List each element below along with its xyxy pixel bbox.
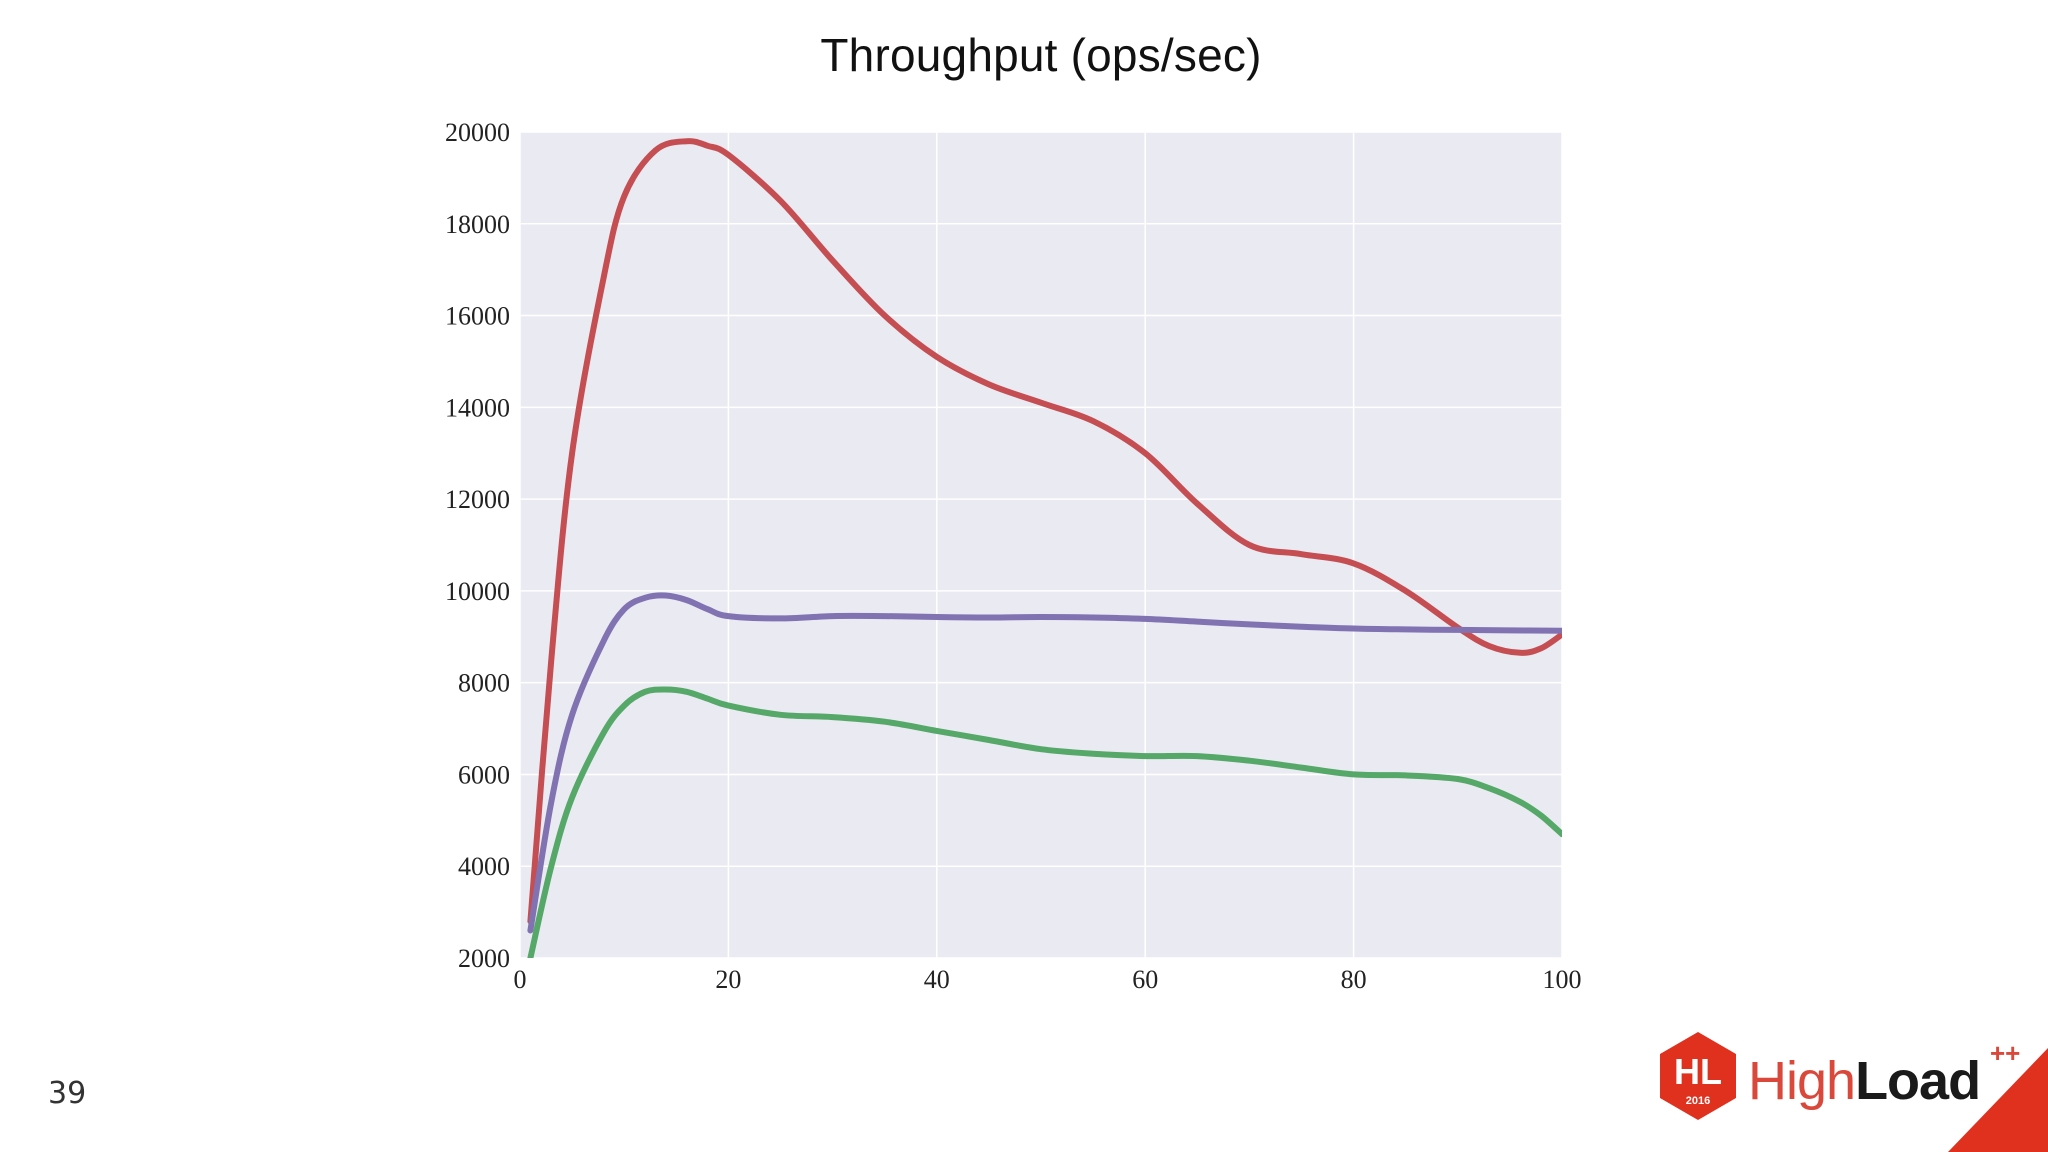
x-tick-label: 100 — [1543, 965, 1582, 994]
page-number: 39 — [48, 1076, 87, 1111]
y-tick-label: 14000 — [445, 393, 510, 422]
x-tick-label: 20 — [715, 965, 741, 994]
y-tick-label: 6000 — [458, 760, 510, 789]
plot-area — [520, 132, 1562, 958]
y-tick-label: 4000 — [458, 852, 510, 881]
x-tick-label: 80 — [1341, 965, 1367, 994]
series-line-1 — [527, 138, 1562, 925]
y-tick-label: 18000 — [445, 210, 510, 239]
x-tick-label: 60 — [1132, 965, 1158, 994]
series-line-3 — [527, 686, 1562, 958]
y-tick-label: 12000 — [445, 485, 510, 514]
x-tick-label: 40 — [924, 965, 950, 994]
corner-accent — [1948, 1048, 2048, 1152]
series-line-2 — [527, 592, 1562, 934]
y-tick-label: 10000 — [445, 577, 510, 606]
y-tick-label: 20000 — [445, 118, 510, 147]
logo-word-light: High — [1748, 1051, 1856, 1111]
y-tick-label: 8000 — [458, 669, 510, 698]
y-tick-label: 16000 — [445, 302, 510, 331]
highload-badge-icon: HL 2016 — [1660, 1032, 1736, 1120]
y-tick-label: 2000 — [458, 944, 510, 973]
logo-wordmark: HighLoad — [1748, 1050, 1981, 1112]
x-tick-label: 0 — [514, 965, 527, 994]
logo-badge-text: HL — [1674, 1051, 1722, 1092]
chart-title: Throughput (ops/sec) — [820, 29, 1262, 81]
logo-badge-year: 2016 — [1686, 1095, 1710, 1107]
